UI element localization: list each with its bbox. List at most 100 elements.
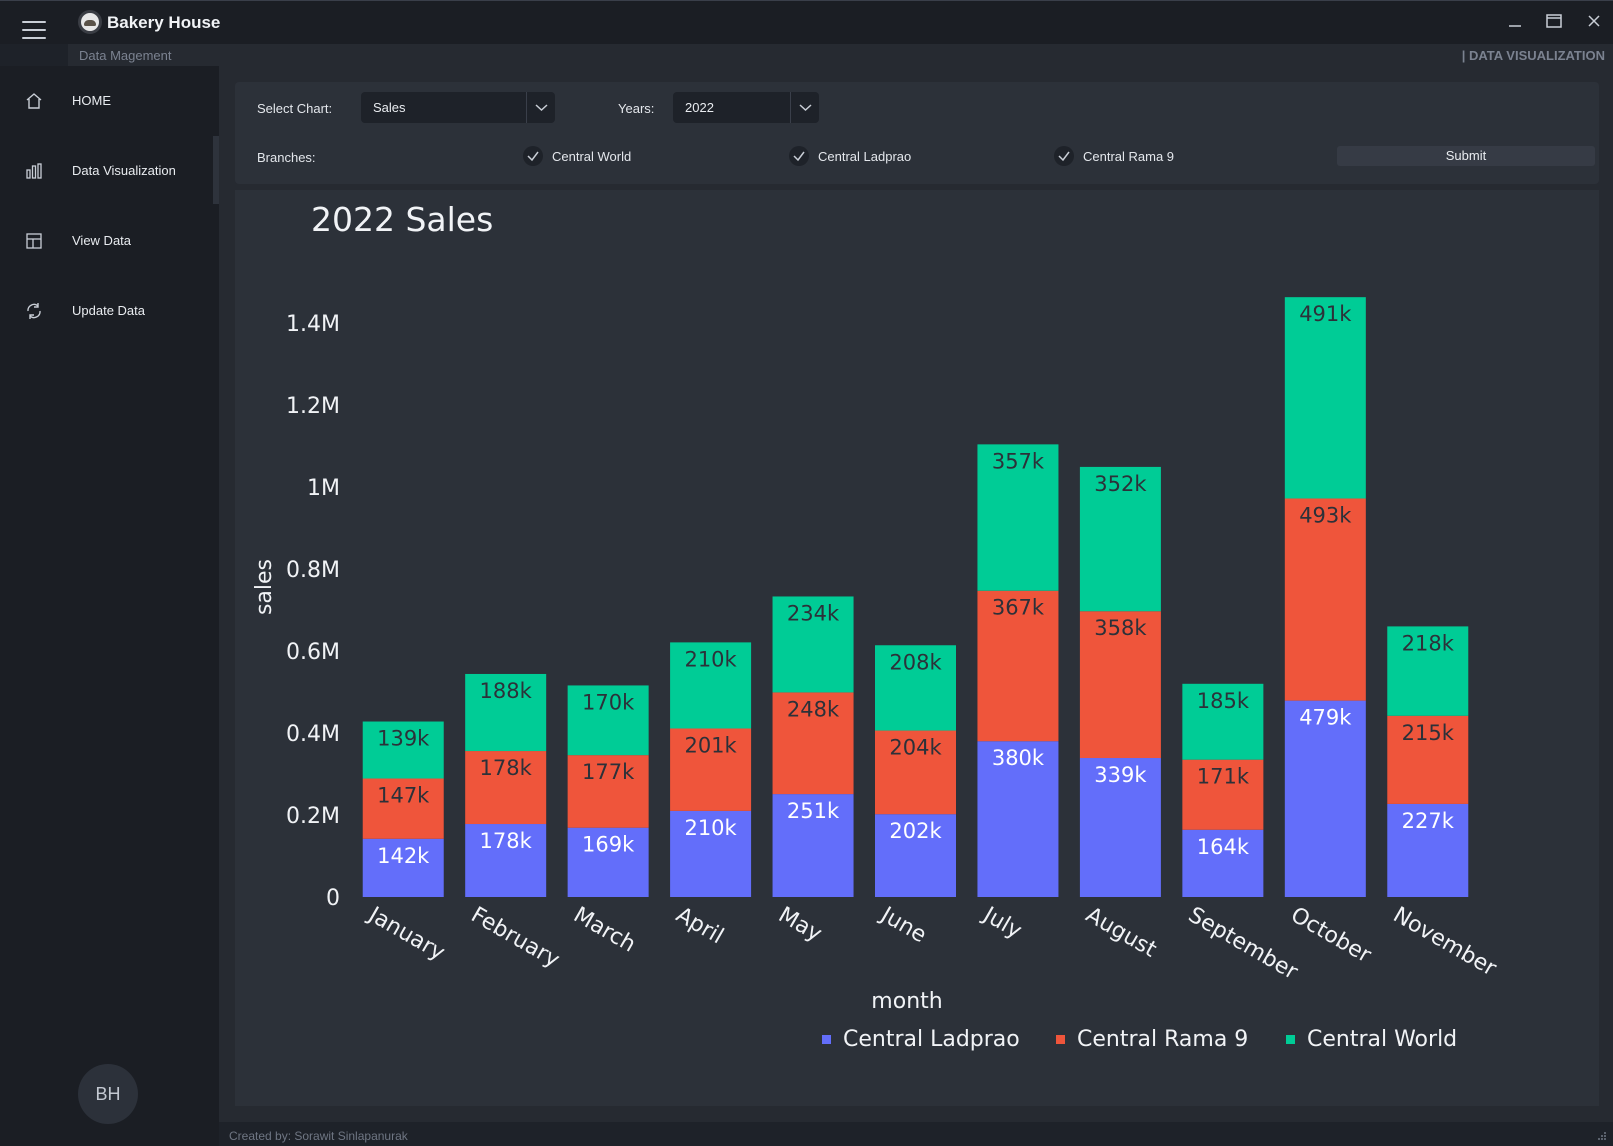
bar-segment bbox=[977, 444, 1059, 591]
bar-data-label: 227k bbox=[1402, 809, 1455, 833]
check-icon bbox=[1058, 151, 1070, 162]
bar-segment bbox=[362, 778, 444, 839]
sidebar-item-data-visualization[interactable]: Data Visualization bbox=[0, 136, 219, 204]
bar-segment bbox=[1284, 297, 1366, 499]
section-subtitle: Data Magement bbox=[79, 48, 172, 63]
select-chart-label: Select Chart: bbox=[257, 101, 333, 116]
bar-data-label: 169k bbox=[582, 833, 635, 857]
bar-segment bbox=[1387, 803, 1469, 897]
bar-data-label: 178k bbox=[480, 829, 533, 853]
table-icon bbox=[26, 233, 42, 249]
x-tick-label: February bbox=[467, 903, 564, 973]
sidebar: HOME Data Visualization View Data Update… bbox=[0, 66, 219, 1146]
minimize-button[interactable] bbox=[1502, 11, 1528, 37]
check-icon bbox=[527, 151, 539, 162]
bar-segment bbox=[465, 673, 547, 752]
x-axis-label: month bbox=[871, 989, 942, 1014]
bar-data-label: 215k bbox=[1402, 721, 1455, 745]
bar-segment bbox=[1284, 498, 1366, 701]
chart-panel: 2022 Sales 0 0.2M 0.4M 0.6M 0.8M 1M 1.2M 1.4M sal… bbox=[235, 190, 1599, 1106]
chart-title: 2022 Sales bbox=[311, 200, 493, 239]
bar-segment bbox=[1182, 683, 1264, 760]
bar-data-label: 357k bbox=[992, 449, 1045, 473]
bar-chart-icon bbox=[26, 163, 42, 179]
checkbox-label: Central Rama 9 bbox=[1083, 149, 1175, 164]
x-tick-label: January bbox=[362, 902, 448, 966]
bar-data-label: 177k bbox=[582, 760, 635, 784]
x-tick-label: October bbox=[1286, 903, 1376, 969]
bar-data-label: 164k bbox=[1197, 835, 1250, 859]
bar-data-label: 178k bbox=[480, 756, 533, 780]
bar-segment bbox=[1079, 466, 1161, 612]
checkbox-central-ladprao[interactable]: Central Ladprao bbox=[789, 144, 939, 168]
maximize-icon bbox=[1546, 14, 1562, 28]
bar-segment bbox=[1284, 700, 1366, 897]
hamburger-menu-icon[interactable] bbox=[22, 21, 46, 41]
legend-swatch bbox=[1286, 1035, 1295, 1044]
y-axis-label: sales bbox=[252, 559, 277, 615]
y-tick-label: 1.2M bbox=[286, 394, 340, 419]
sidebar-item-label: View Data bbox=[72, 233, 132, 248]
bar-segment bbox=[670, 810, 752, 897]
bar-data-label: 380k bbox=[992, 746, 1045, 770]
bar-data-label: 367k bbox=[992, 596, 1045, 620]
bar-segment bbox=[670, 728, 752, 811]
bar-data-label: 210k bbox=[684, 816, 737, 840]
bar-segment bbox=[875, 730, 956, 815]
sub-header: Data Magement | DATA VISUALIZATION bbox=[68, 44, 1613, 66]
bar-data-label: 147k bbox=[377, 784, 430, 808]
years-dropdown[interactable]: 2022 bbox=[673, 92, 819, 123]
bar-segment bbox=[1387, 626, 1469, 716]
avatar[interactable]: BH bbox=[78, 1064, 138, 1124]
bar-segment bbox=[465, 824, 547, 897]
legend-label: Central Rama 9 bbox=[1077, 1027, 1248, 1052]
sidebar-item-view-data[interactable]: View Data bbox=[0, 206, 219, 274]
chevron-down-icon bbox=[799, 104, 812, 112]
x-tick-label: May bbox=[774, 903, 826, 947]
select-chart-value: Sales bbox=[373, 100, 406, 115]
bar-data-label: 218k bbox=[1402, 631, 1455, 655]
y-tick-label: 0.6M bbox=[286, 640, 340, 665]
bar-segment bbox=[1079, 758, 1161, 897]
bar-data-label: 491k bbox=[1299, 302, 1352, 326]
minimize-icon bbox=[1509, 25, 1521, 27]
legend-label: Central World bbox=[1307, 1027, 1457, 1052]
y-tick-label: 1M bbox=[307, 476, 340, 501]
resize-grip-icon[interactable] bbox=[1597, 1131, 1607, 1141]
bar-data-label: 210k bbox=[684, 647, 737, 671]
bar-data-label: 352k bbox=[1094, 472, 1147, 496]
submit-button[interactable]: Submit bbox=[1337, 146, 1595, 166]
legend-swatch bbox=[822, 1035, 831, 1044]
bar-segment bbox=[875, 645, 956, 731]
bar-data-label: 142k bbox=[377, 844, 430, 868]
bar-segment bbox=[772, 692, 854, 795]
bar-data-label: 479k bbox=[1299, 706, 1352, 730]
bakery-logo-icon bbox=[78, 10, 102, 34]
bar-segment bbox=[772, 596, 854, 693]
bar-data-label: 188k bbox=[480, 679, 533, 703]
checkbox-central-world[interactable]: Central World bbox=[523, 144, 663, 168]
bar-segment bbox=[567, 755, 649, 828]
check-icon bbox=[793, 151, 805, 162]
checkbox-label: Central Ladprao bbox=[818, 149, 912, 164]
select-chart-dropdown[interactable]: Sales bbox=[361, 92, 555, 123]
sidebar-item-update-data[interactable]: Update Data bbox=[0, 276, 219, 344]
bar-data-label: 202k bbox=[889, 819, 942, 843]
bar-segment bbox=[875, 814, 956, 897]
y-tick-label: 0 bbox=[326, 886, 340, 911]
close-button[interactable] bbox=[1581, 11, 1607, 37]
bar-segment bbox=[977, 741, 1059, 897]
checkbox-label: Central World bbox=[552, 149, 632, 164]
years-value: 2022 bbox=[685, 100, 714, 115]
x-tick-label: June bbox=[875, 902, 931, 949]
bar-data-label: 339k bbox=[1094, 763, 1147, 787]
branches-label: Branches: bbox=[257, 150, 316, 165]
sidebar-item-label: Update Data bbox=[72, 303, 145, 318]
legend-label: Central Ladprao bbox=[843, 1027, 1020, 1052]
x-tick-label: July bbox=[977, 902, 1026, 944]
sidebar-item-home[interactable]: HOME bbox=[0, 66, 219, 134]
checkbox-central-rama-9[interactable]: Central Rama 9 bbox=[1054, 144, 1204, 168]
sidebar-item-label: Data Visualization bbox=[72, 163, 176, 178]
x-tick-label: November bbox=[1389, 903, 1501, 982]
maximize-button[interactable] bbox=[1541, 11, 1567, 37]
